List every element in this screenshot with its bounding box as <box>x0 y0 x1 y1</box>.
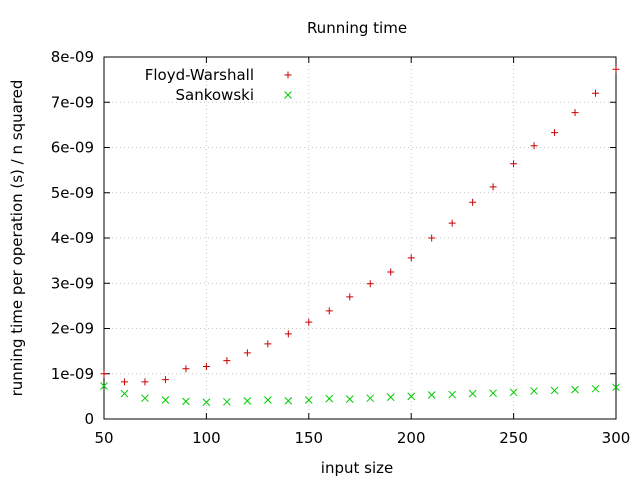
data-point <box>510 160 518 168</box>
x-axis-label: input size <box>321 459 393 477</box>
data-point <box>223 357 231 365</box>
data-point <box>161 376 169 384</box>
data-point <box>141 378 149 386</box>
y-tick-label: 4e-09 <box>51 229 94 247</box>
data-point <box>305 318 313 326</box>
series-sankowski <box>100 382 620 407</box>
data-point <box>407 392 416 401</box>
data-point <box>448 219 456 227</box>
data-point <box>386 393 395 402</box>
data-point <box>591 384 600 393</box>
y-axis-label: running time per operation (s) / n squar… <box>8 80 26 397</box>
y-tick-label: 1e-09 <box>51 365 94 383</box>
data-point <box>448 390 457 399</box>
data-point <box>120 389 129 398</box>
data-point <box>550 386 559 395</box>
x-tick-label: 200 <box>397 429 426 447</box>
y-tick-label: 6e-09 <box>51 139 94 157</box>
data-point <box>427 391 436 399</box>
data-point <box>161 396 170 404</box>
data-point <box>223 397 231 406</box>
x-tick-label: 150 <box>294 429 323 447</box>
data-point <box>592 89 600 97</box>
data-point <box>345 395 354 403</box>
legend-marker <box>284 71 292 79</box>
axes <box>103 56 617 420</box>
data-point <box>509 388 518 397</box>
data-point <box>243 397 252 405</box>
grid <box>104 57 616 419</box>
data-point <box>612 383 620 392</box>
data-point <box>612 65 620 73</box>
data-point <box>100 370 108 378</box>
data-point <box>182 365 190 373</box>
y-tick-label: 7e-09 <box>51 93 94 111</box>
data-point <box>120 378 128 386</box>
data-point <box>243 349 251 357</box>
data-point <box>469 198 477 206</box>
data-point <box>468 389 477 398</box>
data-point <box>284 330 292 338</box>
data-point <box>100 382 108 390</box>
series-floyd-warshall <box>100 65 620 386</box>
data-point <box>325 307 333 315</box>
y-tick-label: 3e-09 <box>51 274 94 292</box>
data-series <box>100 65 620 407</box>
legend-label: Floyd-Warshall <box>145 66 254 84</box>
tick-labels: 50 100 150 200 250 300 0 1e-09 2e-09 3e-09 4e-09 5e… <box>51 48 631 447</box>
chart-title: Running time <box>307 19 407 37</box>
data-point <box>202 363 210 371</box>
data-point <box>387 268 395 276</box>
data-point <box>530 142 538 150</box>
x-tick-label: 100 <box>192 429 221 447</box>
data-point <box>489 389 497 398</box>
data-point <box>551 129 559 137</box>
data-point <box>325 394 334 403</box>
data-point <box>264 340 272 348</box>
legend: Floyd-Warshall Sankowski <box>145 66 292 104</box>
data-point <box>489 183 497 191</box>
x-tick-label: 250 <box>499 429 528 447</box>
data-point <box>263 396 272 404</box>
data-point <box>366 280 374 288</box>
data-point <box>202 398 211 407</box>
data-point <box>304 396 313 404</box>
data-point <box>346 293 354 301</box>
data-point <box>182 397 190 406</box>
data-point <box>284 397 293 405</box>
y-tick-label: 8e-09 <box>51 48 94 66</box>
data-point <box>530 387 538 395</box>
data-point <box>571 385 579 394</box>
y-tick-label: 0 <box>84 410 94 428</box>
data-point <box>366 394 375 403</box>
data-point <box>141 394 149 403</box>
data-point <box>407 254 415 262</box>
legend-label: Sankowski <box>176 86 255 104</box>
x-tick-label: 300 <box>602 429 631 447</box>
x-tick-label: 50 <box>94 429 113 447</box>
legend-marker <box>284 91 292 99</box>
data-point <box>571 109 579 117</box>
y-tick-label: 5e-09 <box>51 184 94 202</box>
data-point <box>428 234 436 242</box>
y-tick-label: 2e-09 <box>51 320 94 338</box>
